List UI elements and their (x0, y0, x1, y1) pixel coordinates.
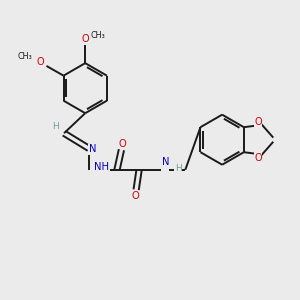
Text: N: N (89, 144, 96, 154)
Text: NH: NH (94, 162, 109, 172)
Text: O: O (132, 191, 140, 201)
Text: CH₃: CH₃ (18, 52, 33, 61)
Text: CH₃: CH₃ (90, 31, 105, 40)
Text: O: O (254, 152, 262, 163)
Text: H: H (175, 164, 181, 173)
Text: O: O (118, 139, 126, 149)
Text: O: O (36, 57, 44, 67)
Text: H: H (52, 122, 59, 131)
Text: N: N (162, 158, 169, 167)
Text: O: O (254, 117, 262, 127)
Text: O: O (81, 34, 89, 44)
